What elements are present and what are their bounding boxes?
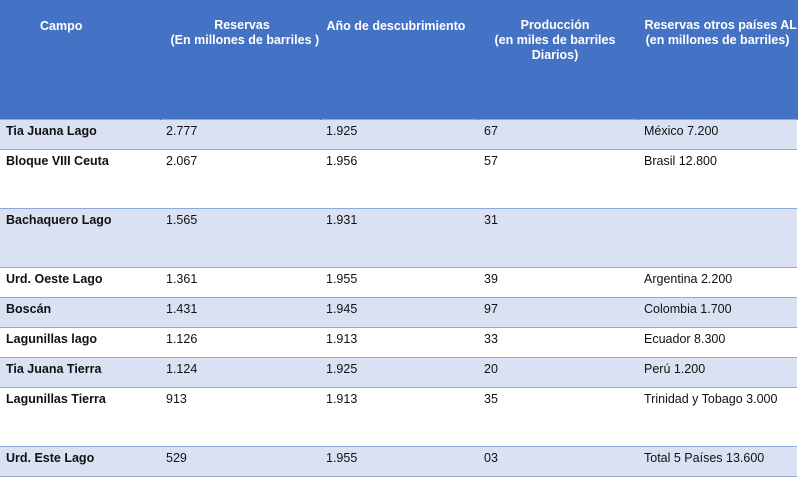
cell-anio: 1.913 [320, 326, 478, 358]
cell-produccion: 33 [478, 326, 638, 358]
header-anio: Año de descubrimiento [320, 0, 479, 119]
cell-anio: 1.931 [320, 207, 478, 268]
cell-otros: Ecuador 8.300 [638, 326, 797, 358]
cell-campo: Urd. Oeste Lago [0, 266, 160, 298]
cell-produccion: 97 [478, 296, 638, 328]
header-reservas: Reservas (En millones de barriles ) [160, 0, 321, 119]
cell-campo: Tia Juana Lago [0, 118, 160, 150]
table-row: Tia Juana Tierra 1.124 1.925 20 Perú 1.2… [0, 356, 797, 388]
cell-anio: 1.913 [320, 386, 478, 447]
cell-produccion: 20 [478, 356, 638, 388]
cell-anio: 1.955 [320, 266, 478, 298]
table-row: Urd. Oeste Lago 1.361 1.955 39 Argentina… [0, 266, 797, 298]
table-row: Bachaquero Lago 1.565 1.931 31 [0, 207, 797, 268]
cell-produccion: 39 [478, 266, 638, 298]
table-row: Lagunillas Tierra 913 1.913 35 Trinidad … [0, 386, 797, 447]
cell-reservas: 913 [160, 386, 320, 447]
cell-otros [638, 207, 797, 268]
cell-reservas: 1.126 [160, 326, 320, 358]
header-produccion-line-1: Producción [520, 18, 590, 32]
cell-reservas: 1.124 [160, 356, 320, 388]
table-row: Urd. Este Lago 529 1.955 03 Total 5 País… [0, 445, 797, 477]
cell-campo: Tia Juana Tierra [0, 356, 160, 388]
header-campo-line: Campo [40, 19, 83, 33]
table-row: Tia Juana Lago 2.777 1.925 67 México 7.2… [0, 118, 797, 150]
cell-produccion: 57 [478, 148, 638, 209]
cell-anio: 1.925 [320, 118, 478, 150]
cell-reservas: 1.361 [160, 266, 320, 298]
table-body: Tia Juana Lago 2.777 1.925 67 México 7.2… [0, 118, 797, 477]
cell-campo: Lagunillas lago [0, 326, 160, 358]
cell-otros: México 7.200 [638, 118, 797, 150]
cell-otros: Perú 1.200 [638, 356, 797, 388]
cell-otros: Total 5 Países 13.600 [638, 445, 797, 477]
cell-reservas: 1.565 [160, 207, 320, 268]
cell-reservas: 529 [160, 445, 320, 477]
header-row: Campo Reservas (En millones de barriles … [0, 0, 798, 119]
cell-campo: Bachaquero Lago [0, 207, 160, 268]
header-produccion-line-3: Diarios) [531, 48, 579, 62]
cell-otros: Argentina 2.200 [638, 266, 797, 298]
cell-reservas: 2.067 [160, 148, 320, 209]
cell-otros: Colombia 1.700 [638, 296, 797, 328]
cell-otros: Trinidad y Tobago 3.000 [638, 386, 797, 447]
cell-campo: Boscán [0, 296, 160, 328]
header-reservas-line-2: (En millones de barriles ) [170, 33, 320, 47]
header-otros-line-1: Reservas otros países AL [644, 18, 797, 32]
cell-reservas: 1.431 [160, 296, 320, 328]
cell-otros: Brasil 12.800 [638, 148, 797, 209]
cell-anio: 1.955 [320, 445, 478, 477]
header-produccion-line-2: (en miles de barriles [494, 33, 616, 47]
header-produccion: Producción (en miles de barriles Diarios… [478, 0, 639, 119]
cell-campo: Urd. Este Lago [0, 445, 160, 477]
cell-produccion: 03 [478, 445, 638, 477]
table-row: Bloque VIII Ceuta 2.067 1.956 57 Brasil … [0, 148, 797, 209]
header-otros-line-2: (en millones de barriles) [645, 33, 790, 47]
header-anio-line: Año de descubrimiento [326, 19, 466, 33]
header-campo: Campo [0, 0, 161, 119]
header-otros-paises: Reservas otros países AL (en millones de… [638, 0, 798, 119]
cell-anio: 1.925 [320, 356, 478, 388]
cell-produccion: 67 [478, 118, 638, 150]
table-header: Campo Reservas (En millones de barriles … [0, 0, 798, 119]
cell-produccion: 35 [478, 386, 638, 447]
cell-campo: Bloque VIII Ceuta [0, 148, 160, 209]
cell-anio: 1.945 [320, 296, 478, 328]
table-row: Lagunillas lago 1.126 1.913 33 Ecuador 8… [0, 326, 797, 358]
header-reservas-line-1: Reservas [214, 18, 270, 32]
cell-reservas: 2.777 [160, 118, 320, 150]
table-row: Boscán 1.431 1.945 97 Colombia 1.700 [0, 296, 797, 328]
cell-campo: Lagunillas Tierra [0, 386, 160, 447]
cell-produccion: 31 [478, 207, 638, 268]
cell-anio: 1.956 [320, 148, 478, 209]
